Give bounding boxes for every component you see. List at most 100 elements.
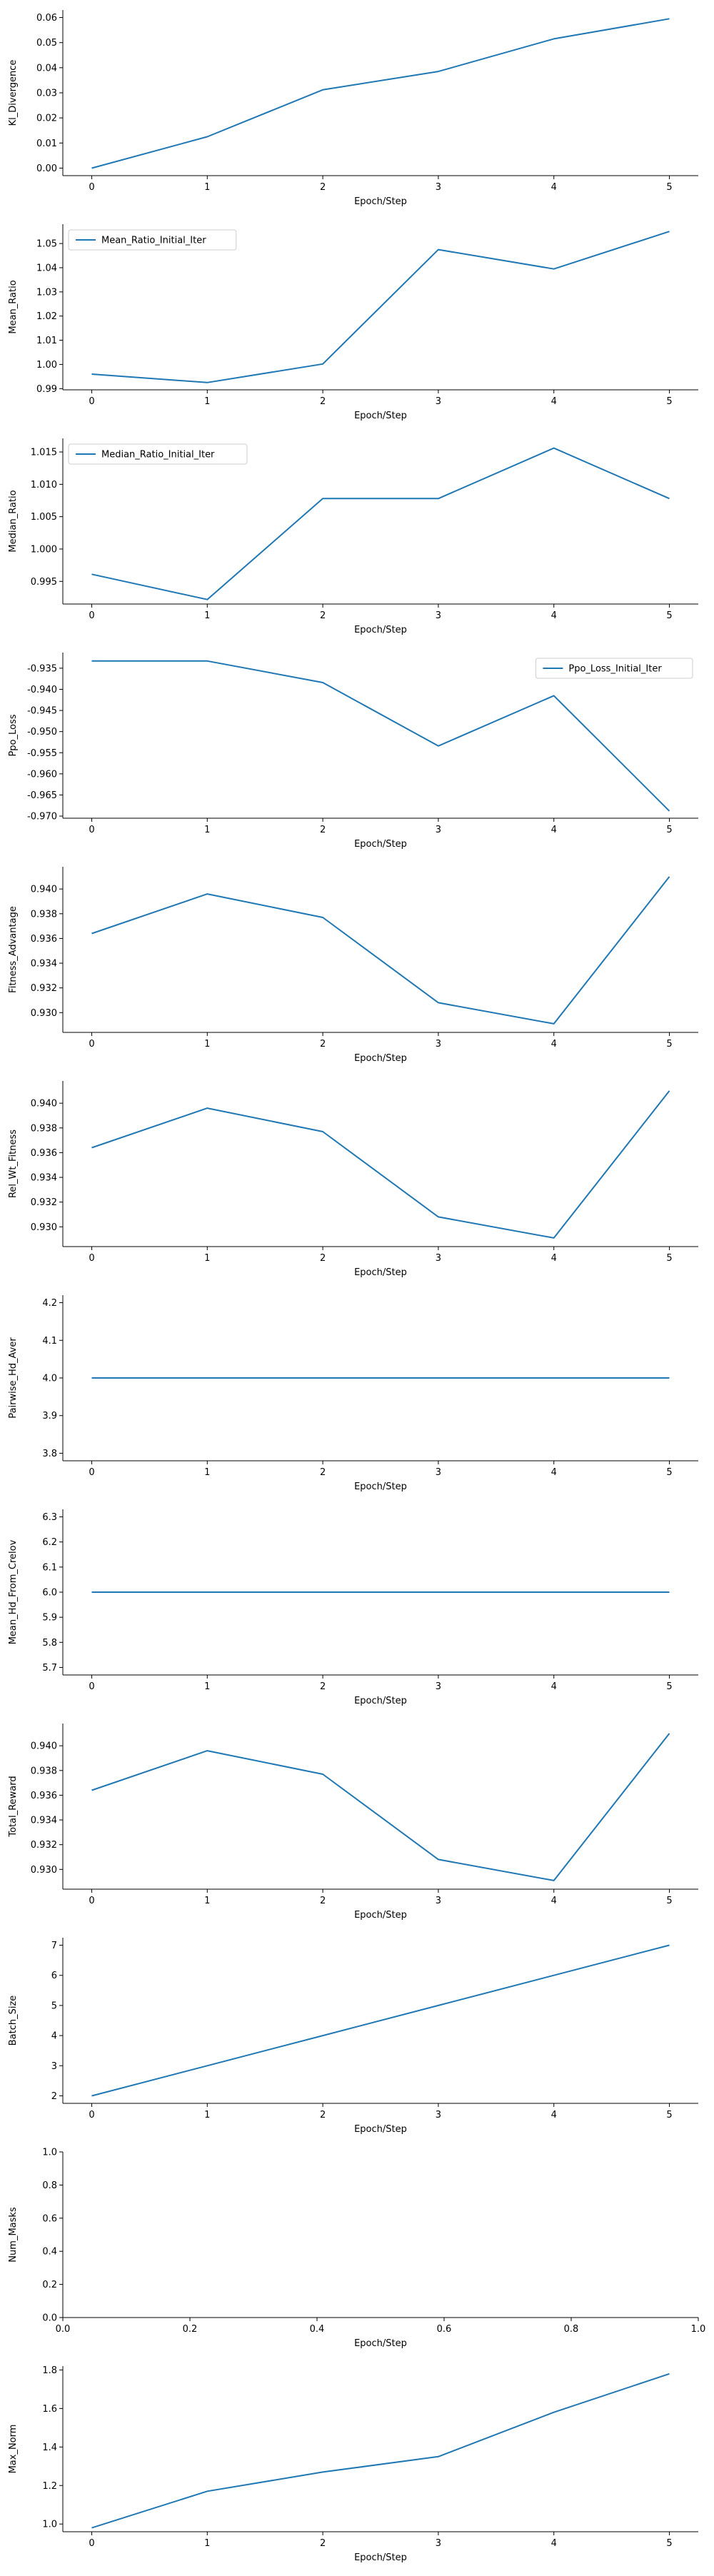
chart-pairwise-hd-aver: 0 1 2 3 4 5 3.8 3.9 4.0 4.1 4.2 Epoch/Step Pairwise_…	[8, 1295, 698, 1492]
y-tick-label: 1.05	[36, 239, 57, 250]
y-tick-label: 1.0	[42, 2148, 57, 2158]
chart-total-reward: 0 1 2 3 4 5 0.930 0.932 0.934 0.936 0.938 0.940 Epoc…	[8, 1724, 698, 1921]
x-tick-label: 0	[89, 1467, 94, 1478]
legend-box	[68, 443, 248, 465]
y-tick-label: 0.934	[31, 1173, 57, 1184]
x-tick-label: 1	[204, 182, 210, 193]
x-axis-label: Epoch/Step	[354, 2124, 407, 2135]
y-tick-label: 0.932	[31, 1840, 57, 1851]
y-axis-label: Num_Masks	[8, 2207, 19, 2263]
x-tick-label: 5	[666, 1253, 672, 1264]
y-tick-label: 1.8	[42, 2365, 57, 2376]
x-tick-label: 5	[666, 1467, 672, 1478]
y-tick-label: 1.000	[31, 544, 57, 555]
y-tick-label: 6.1	[42, 1562, 57, 1573]
y-axis-label: Max_Norm	[8, 2425, 19, 2474]
legend-entry: Median_Ratio_Initial_Iter	[101, 450, 215, 461]
y-tick-label: 3.8	[42, 1449, 57, 1459]
y-tick-label: -0.940	[27, 685, 57, 695]
x-tick-label: 1	[204, 1896, 210, 1906]
y-tick-label: 0.940	[31, 1741, 57, 1752]
y-tick-label: 1.4	[42, 2442, 57, 2453]
y-tick-label: 0.2	[42, 2280, 57, 2290]
y-tick-label: 4.0	[42, 1374, 57, 1384]
y-tick-label: 0.6	[42, 2213, 57, 2224]
x-tick-label: 0	[89, 1681, 94, 1692]
chart-mean-ratio: 0 1 2 3 4 5 0.99 1.00 1.01 1.02 1.03 1.04 1.05 Epoch/…	[8, 224, 698, 421]
x-tick-label: 3	[436, 1253, 441, 1264]
x-tick-label: 5	[666, 396, 672, 407]
x-tick-label: 0	[89, 1896, 94, 1906]
x-tick-label: 2	[320, 182, 326, 193]
x-tick-label: 2	[320, 610, 326, 621]
y-tick-label: 0.932	[31, 1197, 57, 1208]
y-tick-label: 1.015	[31, 448, 57, 458]
x-tick-label: 0	[89, 1253, 94, 1264]
y-tick-label: 0.06	[36, 13, 57, 24]
x-axis-label: Epoch/Step	[354, 839, 407, 850]
x-axis-label: Epoch/Step	[354, 411, 407, 421]
x-tick-label: 5	[666, 1896, 672, 1906]
y-tick-label: 0.938	[31, 1123, 57, 1134]
x-tick-label: 4	[551, 182, 557, 193]
legend-box	[68, 229, 237, 251]
y-tick-label: 0.0	[42, 2313, 57, 2324]
x-axis-label: Epoch/Step	[354, 196, 407, 207]
y-tick-label: 6	[51, 1971, 57, 1981]
x-tick-label: 2	[320, 1681, 326, 1692]
y-tick-label: 1.01	[36, 336, 57, 346]
legend-entry: Mean_Ratio_Initial_Iter	[101, 236, 206, 246]
x-tick-label: 1	[204, 1681, 210, 1692]
x-tick-label: 2	[320, 1253, 326, 1264]
y-tick-label: 0.938	[31, 909, 57, 920]
y-tick-label: 4.1	[42, 1336, 57, 1347]
x-tick-label: 0	[89, 2538, 94, 2549]
x-tick-label: 2	[320, 1896, 326, 1906]
x-tick-label: 4	[551, 825, 557, 835]
y-tick-label: 0.936	[31, 934, 57, 945]
x-axis-label: Epoch/Step	[354, 1267, 407, 1278]
x-tick-label: 0	[89, 396, 94, 407]
legend: Median_Ratio_Initial_Iter	[68, 443, 248, 465]
legend-entry: Ppo_Loss_Initial_Iter	[568, 664, 662, 675]
y-tick-label: 1.00	[36, 360, 57, 371]
x-tick-label: 1.0	[691, 2324, 706, 2335]
x-tick-label: 1	[204, 1467, 210, 1478]
y-tick-label: 0.05	[36, 38, 57, 49]
x-tick-label: 5	[666, 1681, 672, 1692]
x-tick-label: 2	[320, 396, 326, 407]
x-tick-label: 3	[436, 1896, 441, 1906]
x-tick-label: 3	[436, 825, 441, 835]
x-tick-label: 4	[551, 610, 557, 621]
y-axis-label: Mean_Ratio	[8, 280, 19, 333]
y-tick-label: -0.945	[27, 706, 57, 717]
y-tick-label: 0.99	[36, 384, 57, 395]
y-tick-label: 0.01	[36, 139, 57, 149]
y-tick-label: 0.940	[31, 1099, 57, 1110]
x-tick-label: 5	[666, 1039, 672, 1050]
x-tick-label: 3	[436, 396, 441, 407]
x-tick-label: 3	[436, 1039, 441, 1050]
x-tick-label: 1	[204, 1253, 210, 1264]
x-tick-label: 0.0	[56, 2324, 71, 2335]
x-tick-label: 0	[89, 825, 94, 835]
x-tick-label: 4	[551, 1896, 557, 1906]
y-tick-label: 0.8	[42, 2180, 57, 2191]
y-axis-label: Median_Ratio	[8, 490, 19, 552]
x-axis-label: Epoch/Step	[354, 2552, 407, 2563]
legend: Ppo_Loss_Initial_Iter	[535, 658, 693, 679]
y-tick-label: -0.960	[27, 769, 57, 780]
series-line	[91, 876, 670, 1025]
y-tick-label: 0.4	[42, 2247, 57, 2258]
x-tick-label: 4	[551, 2110, 557, 2120]
y-axis-label: Batch_Size	[8, 1996, 19, 2046]
x-axis-label: Epoch/Step	[354, 1481, 407, 1492]
y-axis-label: Ppo_Loss	[8, 714, 19, 756]
chart-mean-hd-from-crelov: 0 1 2 3 4 5 5.7 5.8 5.9 6.0 6.1 6.2 6.3 Epoch/Step Mea…	[8, 1509, 698, 1706]
x-tick-label: 5	[666, 2110, 672, 2120]
y-tick-label: 0.930	[31, 1865, 57, 1876]
series-line	[91, 660, 670, 812]
y-tick-label: 5.9	[42, 1613, 57, 1624]
y-tick-label: 4.2	[42, 1298, 57, 1309]
y-tick-label: 7	[51, 1941, 57, 1951]
